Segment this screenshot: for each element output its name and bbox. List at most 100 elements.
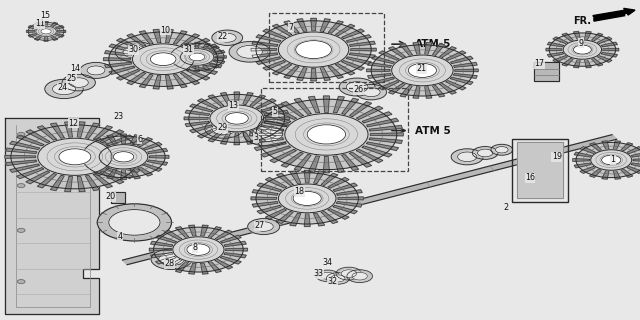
- Polygon shape: [321, 173, 338, 186]
- Polygon shape: [297, 68, 307, 80]
- Polygon shape: [127, 72, 146, 84]
- Polygon shape: [252, 202, 278, 207]
- Bar: [111, 192, 125, 204]
- Polygon shape: [77, 176, 85, 192]
- Circle shape: [347, 270, 372, 283]
- Polygon shape: [234, 133, 239, 145]
- Polygon shape: [256, 21, 371, 78]
- Polygon shape: [445, 81, 466, 90]
- Polygon shape: [138, 167, 152, 176]
- Polygon shape: [104, 51, 132, 56]
- Text: 8: 8: [193, 244, 198, 252]
- Circle shape: [52, 83, 76, 95]
- Circle shape: [132, 44, 194, 75]
- Polygon shape: [110, 141, 140, 149]
- Text: 5: 5: [273, 108, 278, 116]
- Polygon shape: [138, 138, 152, 147]
- Polygon shape: [51, 36, 58, 40]
- Polygon shape: [113, 160, 144, 165]
- Polygon shape: [337, 190, 362, 195]
- Bar: [111, 192, 125, 204]
- Polygon shape: [168, 56, 180, 58]
- Text: 21: 21: [416, 64, 426, 73]
- Polygon shape: [379, 51, 399, 60]
- Polygon shape: [440, 83, 456, 94]
- Circle shape: [321, 272, 335, 279]
- Polygon shape: [264, 110, 289, 116]
- Polygon shape: [362, 112, 392, 123]
- Polygon shape: [594, 13, 625, 21]
- Polygon shape: [191, 66, 218, 74]
- Polygon shape: [175, 262, 189, 273]
- Bar: [517, 142, 563, 198]
- Text: 10: 10: [160, 26, 170, 35]
- Polygon shape: [180, 34, 200, 46]
- Text: 28: 28: [164, 260, 175, 268]
- Polygon shape: [100, 171, 124, 184]
- Polygon shape: [224, 241, 246, 246]
- Polygon shape: [573, 60, 580, 68]
- Polygon shape: [631, 163, 640, 168]
- Text: 14: 14: [70, 64, 81, 73]
- Polygon shape: [349, 41, 375, 46]
- Circle shape: [339, 78, 375, 96]
- Polygon shape: [388, 83, 405, 94]
- Polygon shape: [573, 159, 589, 161]
- Polygon shape: [589, 169, 602, 177]
- Polygon shape: [116, 69, 140, 80]
- Text: 15: 15: [40, 12, 50, 20]
- Polygon shape: [113, 148, 144, 154]
- Text: 27: 27: [254, 221, 264, 230]
- Polygon shape: [266, 117, 289, 120]
- Polygon shape: [553, 37, 568, 44]
- Polygon shape: [190, 104, 212, 112]
- Text: 22: 22: [218, 32, 228, 41]
- Polygon shape: [573, 31, 580, 40]
- Polygon shape: [290, 213, 301, 226]
- Polygon shape: [349, 102, 372, 116]
- Bar: [517, 142, 563, 198]
- Polygon shape: [127, 34, 146, 46]
- Text: 34: 34: [323, 258, 333, 267]
- Polygon shape: [51, 123, 64, 138]
- Polygon shape: [266, 178, 287, 188]
- Polygon shape: [320, 68, 330, 80]
- Bar: [261, 88, 408, 171]
- Circle shape: [80, 62, 112, 78]
- Polygon shape: [580, 147, 595, 154]
- Polygon shape: [256, 173, 358, 224]
- Circle shape: [278, 184, 336, 213]
- Polygon shape: [11, 125, 139, 189]
- Text: 29: 29: [218, 124, 228, 132]
- Polygon shape: [191, 44, 218, 52]
- Text: 18: 18: [294, 188, 305, 196]
- Polygon shape: [335, 24, 355, 36]
- Circle shape: [17, 184, 25, 188]
- Polygon shape: [584, 31, 591, 40]
- Circle shape: [458, 152, 477, 162]
- Text: 3: 3: [253, 133, 259, 142]
- Polygon shape: [254, 118, 286, 127]
- Circle shape: [243, 122, 292, 146]
- Polygon shape: [562, 58, 573, 66]
- Text: 33: 33: [314, 269, 324, 278]
- Polygon shape: [110, 164, 140, 172]
- Polygon shape: [202, 43, 211, 49]
- Polygon shape: [184, 117, 208, 120]
- Polygon shape: [201, 263, 208, 274]
- Circle shape: [278, 32, 349, 67]
- Circle shape: [346, 82, 368, 92]
- Polygon shape: [631, 152, 640, 157]
- Polygon shape: [79, 160, 99, 165]
- Polygon shape: [584, 60, 591, 68]
- Bar: [512, 139, 568, 202]
- Polygon shape: [621, 143, 633, 151]
- Circle shape: [38, 138, 112, 175]
- Polygon shape: [104, 58, 131, 61]
- Circle shape: [252, 126, 283, 141]
- Circle shape: [341, 270, 356, 277]
- Polygon shape: [367, 69, 390, 72]
- Polygon shape: [261, 146, 291, 157]
- Polygon shape: [297, 19, 307, 32]
- Polygon shape: [95, 138, 109, 147]
